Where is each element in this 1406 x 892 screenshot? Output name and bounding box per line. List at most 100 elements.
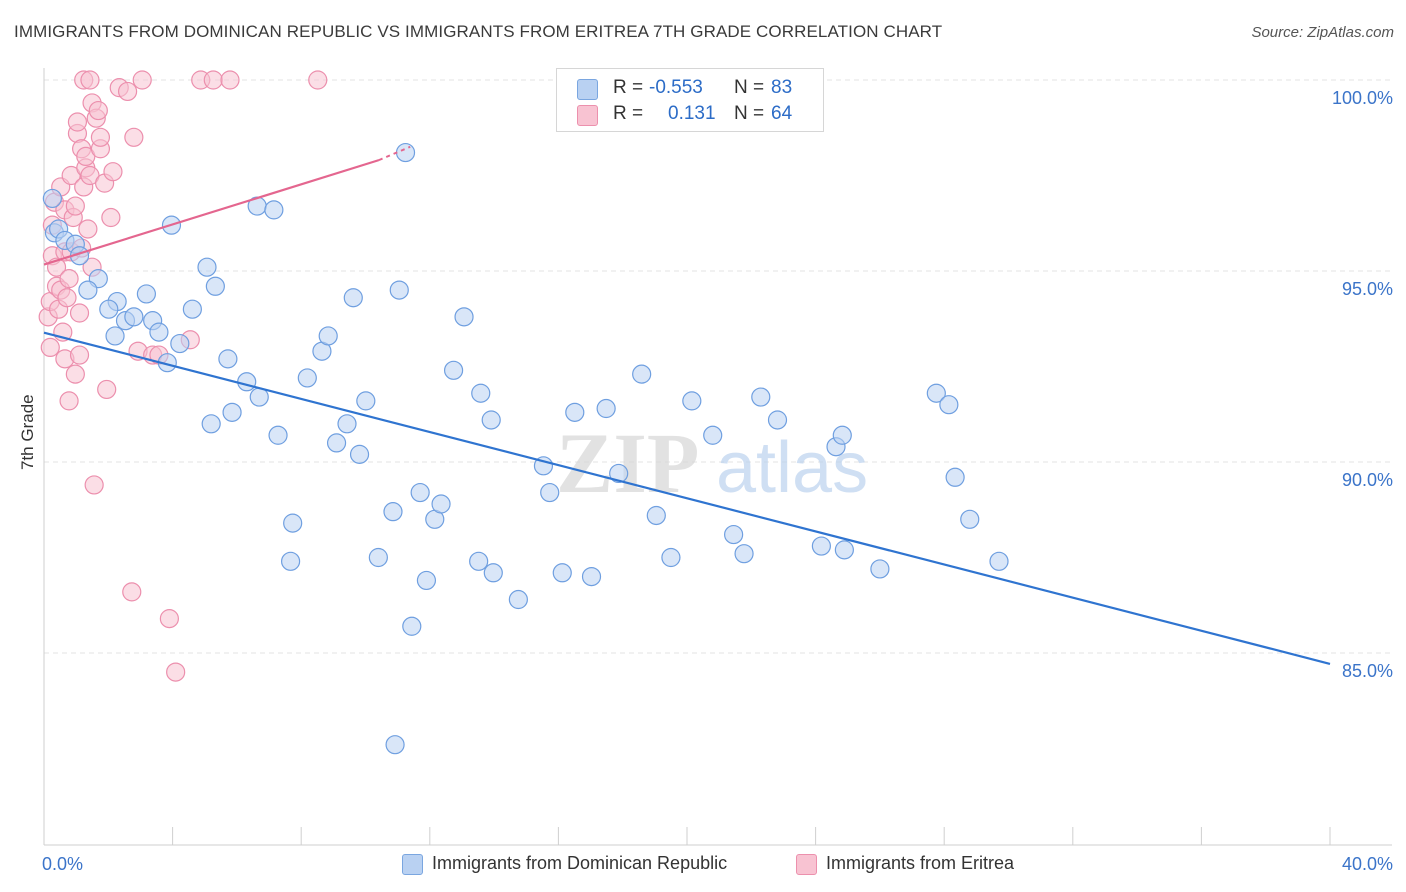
data-point xyxy=(389,280,409,300)
trend-lines xyxy=(43,145,1331,665)
data-point xyxy=(443,360,464,380)
data-point xyxy=(90,127,111,147)
data-point xyxy=(703,425,723,445)
data-point xyxy=(402,616,422,636)
data-point xyxy=(483,563,503,583)
data-point xyxy=(42,188,62,209)
bottom-legend-swatch-pink xyxy=(796,854,817,875)
data-point xyxy=(337,414,357,434)
data-point xyxy=(80,70,100,90)
data-point xyxy=(59,391,79,411)
series-eritrea xyxy=(38,70,328,682)
data-point xyxy=(283,513,303,533)
bottom-legend-label: Immigrants from Eritrea xyxy=(826,853,1015,873)
data-point xyxy=(88,100,108,121)
data-point xyxy=(222,402,242,422)
data-point xyxy=(197,257,217,277)
y-tick-label: 85.0% xyxy=(1342,661,1393,681)
data-point xyxy=(105,326,125,346)
data-point xyxy=(220,70,240,90)
x-tick-label: 40.0% xyxy=(1342,854,1393,874)
data-point xyxy=(960,509,980,529)
trend-line-eritrea-extension xyxy=(378,145,411,162)
data-point xyxy=(124,127,144,147)
tick-labels: 100.0% 95.0% 90.0% 85.0% 0.0% 40.0% xyxy=(42,88,1393,874)
data-point xyxy=(870,559,890,579)
data-point xyxy=(431,494,451,514)
data-point xyxy=(454,307,474,327)
data-point xyxy=(97,379,117,400)
data-point xyxy=(416,570,437,591)
legend-n-label: N = xyxy=(734,77,765,98)
data-point xyxy=(99,299,119,319)
data-point xyxy=(159,609,179,629)
data-point xyxy=(632,364,652,384)
data-point xyxy=(368,547,388,568)
legend-r-label: R = xyxy=(613,77,644,98)
legend-r-value: 0.131 xyxy=(668,103,716,124)
data-point xyxy=(533,456,554,476)
data-point xyxy=(395,142,416,163)
data-point xyxy=(540,482,560,503)
data-point xyxy=(349,444,370,464)
data-point xyxy=(343,288,363,308)
data-point xyxy=(734,544,754,564)
data-point xyxy=(166,662,186,682)
data-point xyxy=(103,162,123,182)
y-tick-label: 90.0% xyxy=(1342,470,1393,490)
data-point xyxy=(609,463,629,484)
data-point xyxy=(170,333,190,354)
data-point xyxy=(834,540,854,560)
y-tick-label: 95.0% xyxy=(1342,279,1393,299)
legend-row-pink: R = 0.131 N = 64 xyxy=(557,101,823,127)
data-point xyxy=(939,395,959,415)
data-point xyxy=(385,735,405,755)
data-point xyxy=(383,502,403,522)
data-point xyxy=(308,70,328,90)
data-point xyxy=(132,70,152,90)
chart-title: IMMIGRANTS FROM DOMINICAN REPUBLIC VS IM… xyxy=(14,22,943,41)
legend-n-label: N = xyxy=(734,103,765,124)
data-point xyxy=(751,387,771,407)
legend-swatch-blue xyxy=(577,79,598,100)
bottom-legend-label: Immigrants from Dominican Republic xyxy=(432,853,728,873)
data-point xyxy=(989,551,1009,571)
legend-r-label: R = xyxy=(613,103,644,124)
legend-n-value: 64 xyxy=(771,103,793,124)
data-point xyxy=(268,425,288,445)
data-point xyxy=(237,372,257,392)
data-point xyxy=(596,398,616,419)
data-point xyxy=(149,322,169,342)
data-point xyxy=(410,482,430,503)
data-point xyxy=(318,326,338,346)
data-point xyxy=(661,547,681,568)
data-point xyxy=(724,524,744,545)
data-point xyxy=(117,81,138,102)
data-point xyxy=(124,307,144,327)
data-point xyxy=(469,551,489,571)
data-point xyxy=(122,582,142,602)
data-point xyxy=(218,349,238,369)
data-point xyxy=(205,276,225,296)
data-point xyxy=(356,391,376,411)
data-point xyxy=(565,402,585,422)
correlation-legend: R = -0.553 N = 83 R = 0.131 N = 64 xyxy=(556,68,824,132)
data-point xyxy=(471,383,491,403)
data-point xyxy=(646,505,666,526)
data-point xyxy=(326,433,347,453)
data-point xyxy=(69,345,90,365)
data-point xyxy=(508,589,528,610)
legend-row-blue: R = -0.553 N = 83 xyxy=(557,75,823,101)
data-point xyxy=(67,112,88,132)
data-point xyxy=(682,391,702,411)
source-credit: Source: ZipAtlas.com xyxy=(1251,24,1394,41)
series-dominican-republic xyxy=(42,142,1009,755)
data-point xyxy=(201,414,221,434)
data-point xyxy=(57,288,77,308)
trend-line-eritrea xyxy=(43,159,380,266)
data-point xyxy=(40,337,60,357)
y-tick-label: 100.0% xyxy=(1332,88,1393,108)
trend-line-dominican-republic xyxy=(43,331,1331,665)
gridlines xyxy=(44,79,1392,654)
data-point xyxy=(78,219,98,239)
